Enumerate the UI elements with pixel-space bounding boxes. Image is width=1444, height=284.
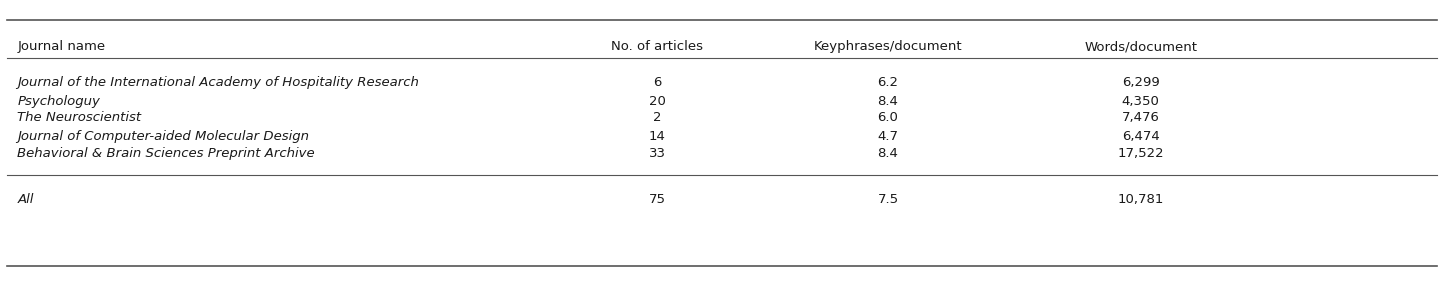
Text: 17,522: 17,522 [1118,147,1164,160]
Text: 14: 14 [648,130,666,143]
Text: No. of articles: No. of articles [611,40,703,53]
Text: The Neuroscientist: The Neuroscientist [17,111,142,124]
Text: Journal of the International Academy of Hospitality Research: Journal of the International Academy of … [17,76,419,89]
Text: 6.2: 6.2 [878,76,898,89]
Text: 4.7: 4.7 [878,130,898,143]
Text: 6,299: 6,299 [1122,76,1160,89]
Text: 33: 33 [648,147,666,160]
Text: 7,476: 7,476 [1122,111,1160,124]
Text: 20: 20 [648,95,666,108]
Text: Journal name: Journal name [17,40,105,53]
Text: Psychologuy: Psychologuy [17,95,100,108]
Text: 4,350: 4,350 [1122,95,1160,108]
Text: All: All [17,193,33,206]
Text: 75: 75 [648,193,666,206]
Text: 6: 6 [653,76,661,89]
Text: Words/document: Words/document [1084,40,1197,53]
Text: 10,781: 10,781 [1118,193,1164,206]
Text: 6.0: 6.0 [878,111,898,124]
Text: Keyphrases/document: Keyphrases/document [814,40,962,53]
Text: Journal of Computer-aided Molecular Design: Journal of Computer-aided Molecular Desi… [17,130,309,143]
Text: 8.4: 8.4 [878,147,898,160]
Text: Behavioral & Brain Sciences Preprint Archive: Behavioral & Brain Sciences Preprint Arc… [17,147,315,160]
Text: 2: 2 [653,111,661,124]
Text: 7.5: 7.5 [878,193,898,206]
Text: 8.4: 8.4 [878,95,898,108]
Text: 6,474: 6,474 [1122,130,1160,143]
